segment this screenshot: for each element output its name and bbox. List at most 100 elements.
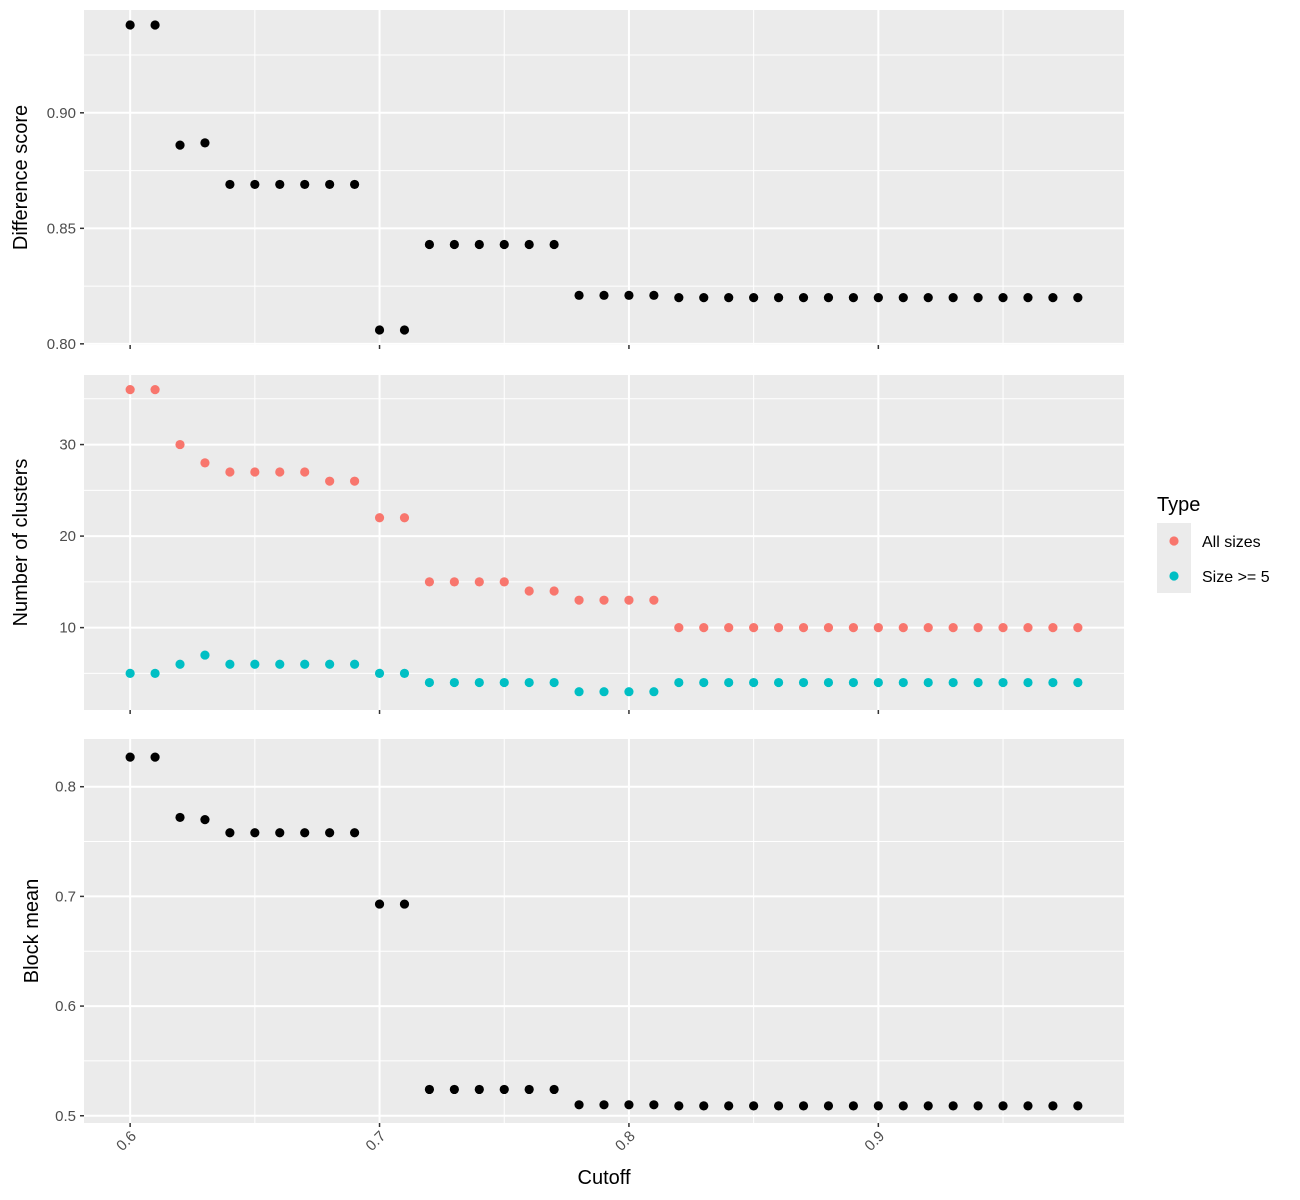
data-point — [1023, 623, 1033, 633]
data-point — [948, 293, 958, 303]
y-tick-label: 0.6 — [55, 998, 76, 1015]
data-point — [773, 623, 784, 633]
data-point — [599, 1100, 609, 1110]
data-point — [175, 439, 185, 450]
y-tick-label: 10 — [59, 620, 76, 637]
data-point — [873, 623, 883, 633]
data-point — [399, 513, 410, 523]
data-point — [200, 458, 210, 468]
data-point — [798, 293, 809, 303]
y-tick-label: 30 — [59, 437, 76, 454]
data-point — [524, 1084, 534, 1095]
data-point — [225, 659, 235, 669]
data-point — [699, 293, 709, 303]
data-point — [524, 239, 534, 250]
data-point — [524, 677, 534, 688]
legend-label: Size >= 5 — [1202, 569, 1270, 586]
data-point — [699, 623, 709, 633]
data-point — [998, 623, 1008, 633]
data-point — [300, 659, 310, 669]
data-point — [424, 577, 435, 587]
data-point — [349, 476, 360, 486]
data-point — [250, 659, 260, 669]
data-point — [998, 1101, 1008, 1111]
data-point — [399, 899, 410, 909]
series-points — [125, 20, 1083, 335]
data-point — [549, 239, 559, 250]
data-point — [724, 677, 734, 688]
data-point — [200, 138, 210, 148]
y-tick-label: 0.90 — [47, 105, 76, 122]
data-point — [948, 1101, 958, 1111]
data-point — [973, 623, 983, 633]
data-point — [848, 293, 859, 303]
y-tick-label: 0.85 — [47, 220, 76, 237]
data-point — [1073, 293, 1083, 303]
data-point — [749, 677, 759, 688]
data-point — [973, 677, 983, 688]
data-point — [1048, 677, 1058, 688]
data-point — [998, 677, 1008, 688]
data-point — [150, 385, 160, 395]
data-point — [200, 815, 210, 825]
data-point — [923, 677, 933, 688]
data-point — [798, 1101, 809, 1111]
data-point — [624, 290, 634, 300]
x-tick-labels: 0.6 0.7 0.8 0.9 — [113, 1128, 888, 1155]
data-point — [599, 595, 609, 605]
data-point — [549, 586, 559, 596]
legend-title: Type — [1157, 494, 1200, 516]
data-point — [374, 668, 385, 678]
data-point — [574, 290, 584, 300]
data-point — [225, 467, 235, 477]
panel-3: 0.5 0.6 0.7 0.8 Block mean — [21, 739, 1124, 1127]
series-all-sizes — [125, 385, 1083, 633]
data-point — [499, 677, 509, 688]
y-tick-label: 0.7 — [55, 888, 76, 905]
data-point — [898, 1101, 908, 1111]
series-points — [125, 752, 1083, 1111]
data-point — [674, 1101, 684, 1111]
data-point — [474, 677, 484, 688]
data-point — [275, 659, 285, 669]
data-point — [1073, 1101, 1083, 1111]
x-axis-title: Cutoff — [578, 1167, 631, 1189]
data-point — [599, 687, 609, 697]
data-point — [923, 623, 933, 633]
data-point — [898, 293, 908, 303]
data-point — [948, 677, 958, 688]
data-point — [624, 1100, 634, 1110]
data-point — [349, 179, 360, 190]
data-point — [798, 677, 809, 688]
data-point — [200, 650, 210, 660]
x-tick-label: 0.7 — [363, 1128, 390, 1155]
data-point — [125, 752, 135, 762]
data-point — [624, 595, 634, 605]
data-point — [873, 677, 883, 688]
data-point — [524, 586, 534, 596]
data-point — [150, 668, 160, 678]
data-point — [374, 513, 385, 523]
data-point — [649, 1100, 659, 1110]
data-point — [349, 659, 360, 669]
data-point — [1023, 1101, 1033, 1111]
data-point — [699, 677, 709, 688]
data-point — [923, 1101, 933, 1111]
data-point — [948, 623, 958, 633]
data-point — [848, 1101, 859, 1111]
data-point — [250, 828, 260, 838]
data-point — [499, 577, 509, 587]
data-point — [374, 899, 385, 909]
data-point — [898, 677, 908, 688]
data-point — [300, 828, 310, 838]
data-point — [449, 677, 459, 688]
data-point — [349, 828, 360, 838]
data-point — [724, 1101, 734, 1111]
data-point — [674, 677, 684, 688]
data-point — [250, 179, 260, 190]
data-point — [125, 668, 135, 678]
data-point — [798, 623, 809, 633]
data-point — [474, 1084, 484, 1095]
data-point — [823, 1101, 834, 1111]
data-point — [848, 677, 859, 688]
